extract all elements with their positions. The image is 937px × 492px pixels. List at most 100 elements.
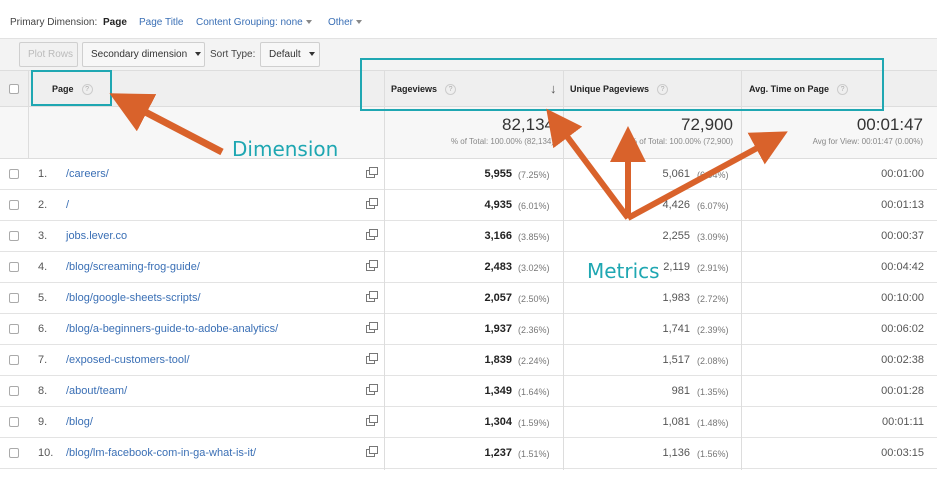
pageviews-percent: (2.36%) <box>518 325 550 335</box>
table-toolbar: Plot Rows Secondary dimension Sort Type:… <box>0 38 937 70</box>
sort-type-dropdown[interactable]: Default <box>260 42 320 67</box>
column-header-unique-pageviews[interactable]: Unique Pageviews? <box>570 71 669 107</box>
pageviews-percent: (2.24%) <box>518 356 550 366</box>
page-link[interactable]: /blog/a-beginners-guide-to-adobe-analyti… <box>66 323 279 335</box>
select-all-checkbox[interactable] <box>9 84 19 94</box>
pageviews-value: 1,304 <box>484 416 512 428</box>
secondary-dimension-dropdown[interactable]: Secondary dimension <box>82 42 205 67</box>
table-row: 5. /blog/google-sheets-scripts/2,057 (2.50… <box>0 283 937 314</box>
row-checkbox[interactable] <box>9 324 19 334</box>
column-header-avg-time[interactable]: Avg. Time on Page? <box>749 71 849 107</box>
page-link[interactable]: /blog/lm-facebook-com-in-ga-what-is-it/ <box>66 447 257 459</box>
row-checkbox[interactable] <box>9 386 19 396</box>
row-checkbox[interactable] <box>9 262 19 272</box>
pageviews-percent: (7.25%) <box>518 170 550 180</box>
column-header-page[interactable]: Page? <box>52 71 93 107</box>
primary-dimension-label: Primary Dimension: <box>10 17 98 28</box>
external-link-icon[interactable] <box>366 291 378 302</box>
row-checkbox[interactable] <box>9 448 19 458</box>
unique-pageviews-percent: (2.39%) <box>697 325 729 335</box>
row-checkbox[interactable] <box>9 169 19 179</box>
content-grouping-label: Content Grouping: none <box>196 17 303 28</box>
external-link-icon[interactable] <box>366 353 378 364</box>
page-link[interactable]: /about/team/ <box>66 385 128 397</box>
page-link[interactable]: /exposed-customers-tool/ <box>66 354 190 366</box>
external-link-icon[interactable] <box>366 167 378 178</box>
unique-pageviews-percent: (1.35%) <box>697 387 729 397</box>
column-avg-time-label: Avg. Time on Page <box>749 84 830 94</box>
unique-pageviews-value: 981 <box>671 385 690 397</box>
dimension-option-content-grouping[interactable]: Content Grouping: none <box>196 17 312 28</box>
page-link[interactable]: / <box>66 199 70 211</box>
external-link-icon[interactable] <box>366 229 378 240</box>
page-link[interactable]: /careers/ <box>66 168 109 180</box>
unique-pageviews-percent: (2.08%) <box>697 356 729 366</box>
page-link[interactable]: /blog/ <box>66 416 93 428</box>
avg-time-value: 00:06:02 <box>881 323 924 335</box>
total-pageviews-value: 82,134 <box>502 115 554 134</box>
help-icon[interactable]: ? <box>81 84 93 96</box>
dimension-option-other[interactable]: Other <box>328 17 363 28</box>
pageviews-value: 2,057 <box>484 292 512 304</box>
metrics-callout-box <box>360 58 884 111</box>
unique-pageviews-percent: (2.72%) <box>697 294 729 304</box>
pageviews-percent: (1.59%) <box>518 418 550 428</box>
row-checkbox[interactable] <box>9 417 19 427</box>
row-index: 1. <box>38 168 48 180</box>
unique-pageviews-value: 1,517 <box>662 354 690 366</box>
unique-pageviews-value: 1,136 <box>662 447 690 459</box>
row-index: 2. <box>38 199 48 211</box>
column-header-pageviews[interactable]: Pageviews? <box>391 71 457 107</box>
unique-pageviews-percent: (1.48%) <box>697 418 729 428</box>
avg-time-value: 00:00:37 <box>881 230 924 242</box>
avg-time-value: 00:10:00 <box>881 292 924 304</box>
row-checkbox[interactable] <box>9 355 19 365</box>
help-icon[interactable]: ? <box>837 84 849 96</box>
page-link[interactable]: /blog/screaming-frog-guide/ <box>66 261 200 273</box>
sort-descending-icon[interactable]: ↓ <box>550 81 557 96</box>
page-link[interactable]: /blog/google-sheets-scripts/ <box>66 292 201 304</box>
page-link[interactable]: jobs.lever.co <box>66 230 128 242</box>
pageviews-value: 4,935 <box>484 199 512 211</box>
external-link-icon[interactable] <box>366 415 378 426</box>
unique-pageviews-percent: (1.56%) <box>697 449 729 459</box>
sort-type-value: Default <box>269 49 301 60</box>
total-avg-time-sub: Avg for View: 00:01:47 (0.00%) <box>812 137 923 146</box>
unique-pageviews-percent: (3.09%) <box>697 232 729 242</box>
table-row: 3. jobs.lever.co 3,166 (3.85%) 2,255 (3.09%) 0… <box>0 221 937 252</box>
table-row: 6. /blog/a-beginners-guide-to-adobe-analy… <box>0 314 937 345</box>
unique-pageviews-percent: (6.07%) <box>697 201 729 211</box>
row-checkbox[interactable] <box>9 231 19 241</box>
external-link-icon[interactable] <box>366 384 378 395</box>
table-row: 8. /about/team/1,349 (1.64%) 981 (1.35%) 00:0… <box>0 376 937 407</box>
table-row: 7. /exposed-customers-tool/1,839 (2.24%) 1,… <box>0 345 937 376</box>
row-checkbox[interactable] <box>9 293 19 303</box>
unique-pageviews-value: 2,119 <box>663 261 690 273</box>
chevron-down-icon <box>195 52 202 57</box>
row-index: 4. <box>38 261 48 273</box>
help-icon[interactable]: ? <box>657 84 669 96</box>
sort-type-label: Sort Type: <box>210 49 256 60</box>
row-index: 8. <box>38 385 48 397</box>
external-link-icon[interactable] <box>366 322 378 333</box>
row-index: 3. <box>38 230 48 242</box>
total-pageviews: 82,134 % of Total: 100.00% (82,134) <box>388 107 554 146</box>
unique-pageviews-value: 5,061 <box>662 168 690 180</box>
total-avg-time-value: 00:01:47 <box>856 115 923 134</box>
column-unique-label: Unique Pageviews <box>570 84 650 94</box>
avg-time-value: 00:02:38 <box>881 354 924 366</box>
dimension-callout-box <box>31 70 112 106</box>
dimension-option-page[interactable]: Page <box>103 17 127 28</box>
external-link-icon[interactable] <box>366 198 378 209</box>
row-checkbox[interactable] <box>9 200 19 210</box>
total-unique-sub: % of Total: 100.00% (72,900) <box>629 137 733 146</box>
avg-time-value: 00:04:42 <box>881 261 924 273</box>
plot-rows-button[interactable]: Plot Rows <box>19 42 78 67</box>
help-icon[interactable]: ? <box>445 84 457 96</box>
unique-pageviews-percent: (2.91%) <box>697 263 729 273</box>
dimension-option-page-title[interactable]: Page Title <box>139 17 184 28</box>
external-link-icon[interactable] <box>366 446 378 457</box>
external-link-icon[interactable] <box>366 260 378 271</box>
total-unique-value: 72,900 <box>681 115 733 134</box>
